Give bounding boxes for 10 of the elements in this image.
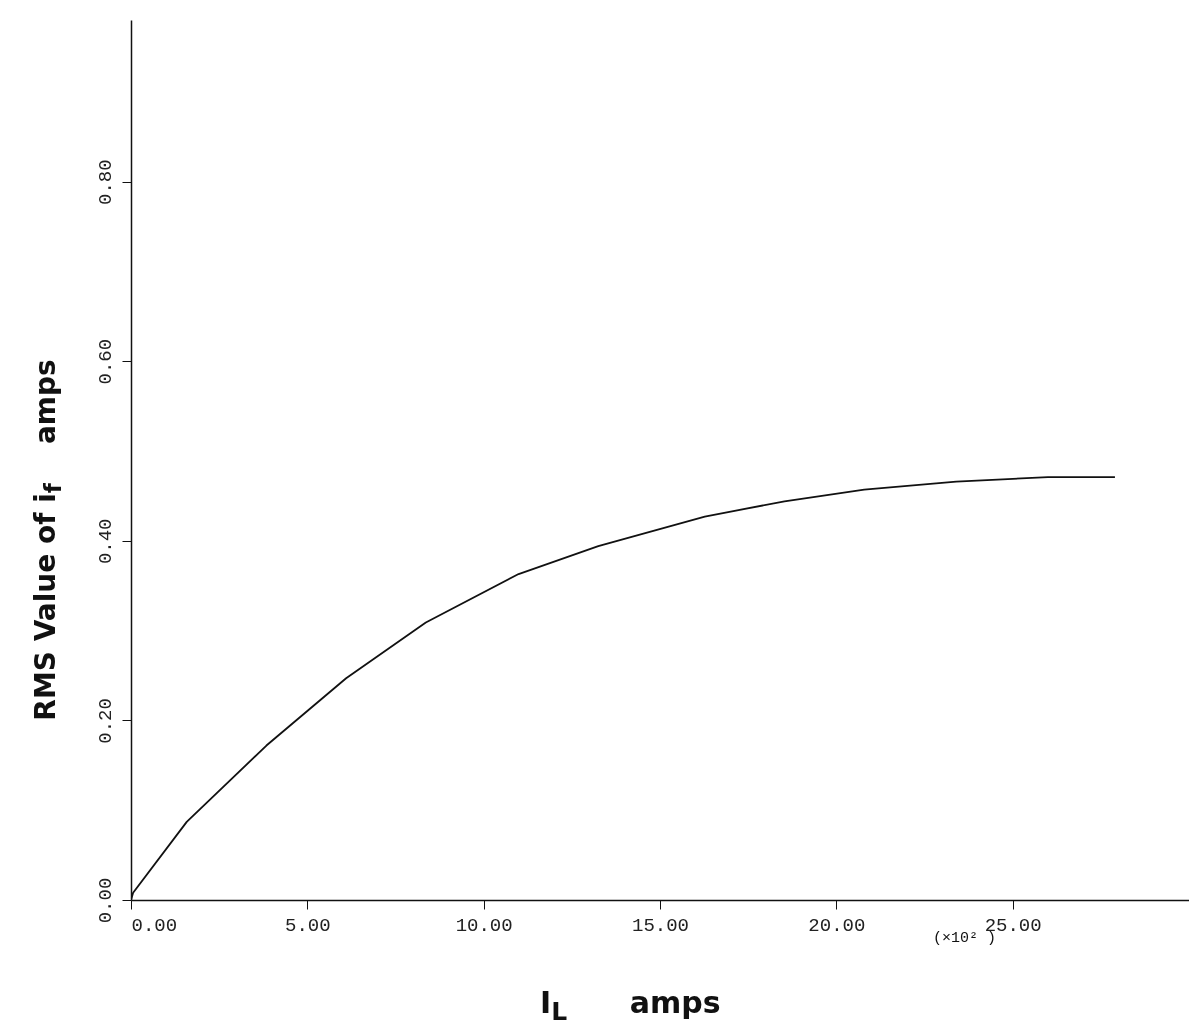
x-tick-label: 10.00: [455, 914, 513, 937]
x-tick-label: 15.00: [631, 914, 690, 937]
y-tick-label: 0.80: [94, 159, 117, 205]
x-tick-label: 0.00: [131, 914, 178, 937]
x-tick-label: 5.00: [285, 914, 331, 937]
y-tick-label: 0.60: [94, 338, 117, 385]
x-tick-label: 20.00: [808, 914, 866, 937]
text: I$_{L}$ amps: [540, 985, 721, 1026]
y-tick-label: 0.40: [94, 518, 117, 565]
y-tick-label: 0.20: [94, 698, 117, 744]
